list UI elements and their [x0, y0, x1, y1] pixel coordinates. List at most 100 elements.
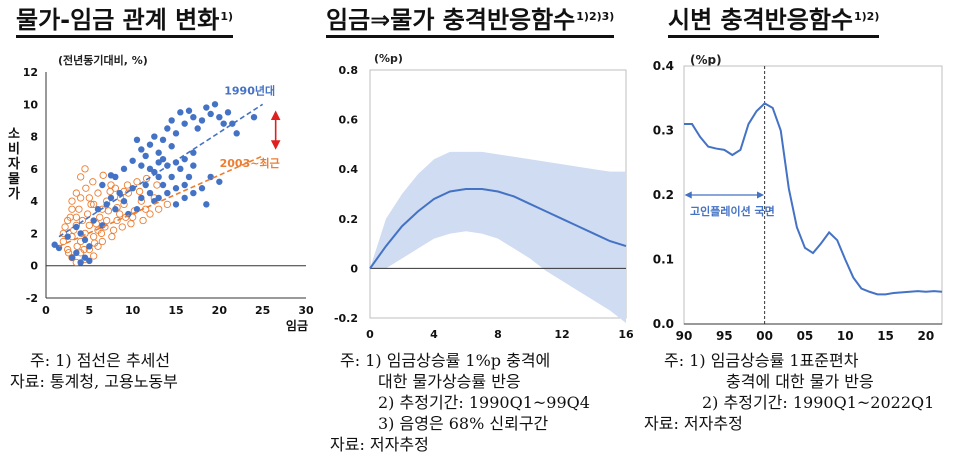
y-tick-label: 0 — [350, 262, 358, 275]
x-tick-label: 25 — [255, 304, 270, 317]
point-1990s — [73, 249, 80, 256]
y-tick-label: 10 — [23, 98, 39, 111]
x-tick-label: 12 — [554, 328, 569, 341]
point-1990s — [216, 114, 223, 121]
x-tick-label: 10 — [837, 329, 854, 343]
x-tick-label: 05 — [797, 329, 814, 343]
point-1990s — [146, 141, 154, 148]
note-line: 충격에 대한 물가 반응 — [726, 372, 874, 391]
y-tick-label: 0 — [30, 260, 38, 273]
point-2003 — [68, 205, 76, 213]
point-1990s — [164, 189, 171, 197]
y-axis-label: 자 — [8, 157, 20, 172]
point-1990s — [68, 254, 76, 261]
irf-line — [369, 188, 627, 269]
y-tick-label: 0.3 — [653, 124, 674, 138]
trend-1990s — [58, 103, 264, 238]
panel-tvirf: 시변 충격반응함수1)2) (%p) 고인플레이션 국면 0.0 0.1 0.2 0.3 0… — [642, 0, 964, 465]
point-2003 — [85, 194, 93, 202]
point-2003 — [90, 233, 98, 241]
point-2003 — [107, 181, 115, 189]
point-1990s — [181, 194, 188, 202]
x-tick-label: 4 — [430, 328, 438, 341]
panel-title: 시변 충격반응함수1)2) — [668, 6, 880, 38]
panel-notes: 주: 1) 임금상승률 1%p 충격에 대한 물가상승률 반응 2) 추정기간: 1… — [330, 350, 590, 455]
trend-2003 — [58, 155, 263, 248]
point-2003 — [59, 229, 67, 238]
point-1990s — [172, 185, 180, 192]
point-2003 — [64, 245, 72, 254]
point-1990s — [203, 104, 210, 111]
point-1990s — [207, 110, 214, 118]
point-2003 — [72, 213, 80, 221]
y-tick-label: 0.2 — [653, 188, 674, 202]
point-2003 — [153, 181, 161, 189]
point-1990s — [168, 117, 175, 124]
annotation-2003: 2003~최근 — [220, 156, 280, 170]
point-1990s — [190, 149, 197, 156]
point-1990s — [172, 130, 180, 137]
note-line: 3) 음영은 68% 신뢰구간 — [378, 414, 549, 433]
point-1990s — [203, 201, 210, 208]
panel-title: 임금⇒물가 충격반응함수1)2)3) — [326, 6, 615, 38]
point-1990s — [250, 114, 258, 121]
point-1990s — [86, 243, 93, 250]
point-2003 — [77, 194, 85, 202]
point-1990s — [181, 120, 188, 127]
point-1990s — [107, 172, 115, 179]
point-1990s — [103, 201, 110, 208]
x-tick-label: 16 — [618, 328, 634, 341]
point-2003 — [123, 181, 132, 189]
y-tick-label: 0.4 — [653, 59, 674, 73]
point-2003 — [146, 210, 154, 218]
point-1990s — [190, 189, 197, 197]
panel-title: 물가-임금 관계 변화1) — [16, 6, 233, 38]
note-line: 2) 추정기간: 1990Q1~2022Q1 — [702, 393, 935, 412]
note-line: 2) 추정기간: 1990Q1~99Q4 — [378, 393, 590, 412]
point-1990s — [77, 230, 84, 237]
x-tick-label: 30 — [298, 304, 314, 317]
x-tick-label: 15 — [877, 329, 894, 343]
point-1990s — [216, 178, 223, 185]
point-2003 — [106, 187, 114, 196]
point-2003 — [89, 178, 97, 186]
point-2003 — [104, 207, 113, 215]
note-line: 주: 1) 임금상승률 1%p 충격에 — [340, 351, 551, 370]
point-1990s — [185, 173, 193, 181]
point-1990s — [146, 189, 154, 197]
point-1990s — [220, 120, 227, 127]
point-1990s — [177, 109, 184, 116]
x-tick-label: 20 — [918, 329, 935, 343]
point-1990s — [190, 114, 197, 121]
point-1990s — [86, 257, 93, 265]
point-2003 — [61, 223, 69, 231]
point-1990s — [73, 223, 80, 231]
point-1990s — [81, 236, 89, 244]
point-1990s — [133, 206, 141, 213]
note-line: 자료: 통계청, 고용노동부 — [10, 372, 178, 391]
point-1990s — [207, 173, 214, 181]
point-2003 — [59, 237, 67, 246]
point-2003 — [82, 184, 90, 192]
point-1990s — [168, 143, 175, 150]
y-tick-label: 0.4 — [339, 163, 359, 176]
point-1990s — [155, 173, 162, 181]
point-1990s — [99, 181, 106, 189]
point-2003 — [81, 165, 89, 173]
point-1990s — [129, 157, 136, 164]
period-annotation: 고인플레이션 국면 — [690, 204, 775, 218]
point-2003 — [90, 200, 98, 209]
panel-notes: 주: 1) 점선은 추세선 자료: 통계청, 고용노동부 — [10, 350, 178, 392]
point-1990s — [107, 194, 115, 202]
x-axis-label: 임금 — [286, 319, 308, 333]
point-1990s — [133, 136, 141, 143]
unit-label: (%p) — [690, 53, 722, 67]
point-1990s — [142, 152, 149, 160]
y-tick-label: 0.8 — [339, 64, 359, 77]
note-line: 주: 1) 임금상승률 1표준편차 — [664, 351, 859, 370]
point-1990s — [116, 189, 123, 197]
x-tick-label: 00 — [756, 329, 773, 343]
point-1990s — [224, 109, 232, 116]
